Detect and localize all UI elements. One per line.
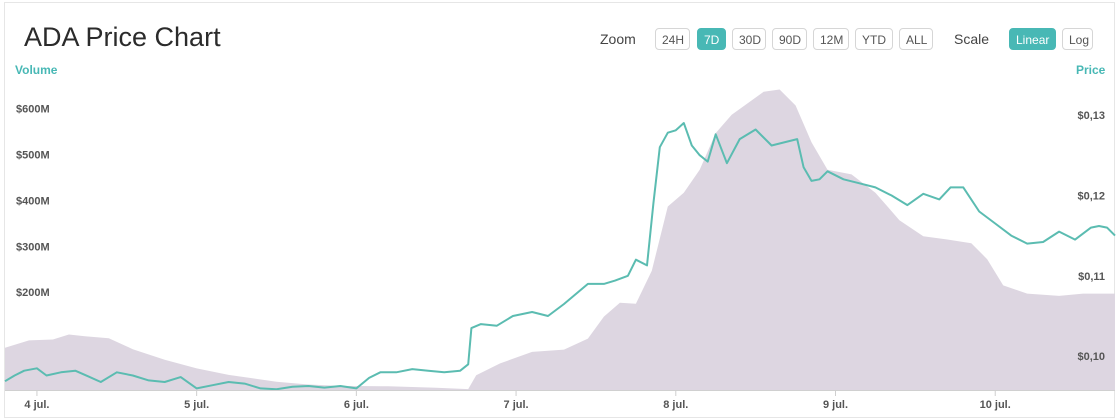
chart-title: ADA Price Chart — [24, 22, 221, 52]
volume-tick-label: $300M — [16, 241, 50, 253]
x-tick-label: 10 jul. — [980, 399, 1011, 411]
zoom-ytd-button[interactable]: YTD — [855, 28, 893, 50]
x-tick-label: 9 jul. — [823, 399, 848, 411]
price-line — [4, 122, 1116, 391]
volume-tick-label: $600M — [16, 104, 50, 116]
x-tick-label: 7 jul. — [504, 399, 529, 411]
volume-area — [5, 89, 1115, 390]
zoom-12m-button[interactable]: 12M — [813, 28, 849, 50]
zoom-7d-button[interactable]: 7D — [697, 28, 726, 50]
volume-tick-label: $200M — [16, 287, 50, 299]
price-axis-title: Price — [1076, 63, 1106, 77]
scale-log-button[interactable]: Log — [1062, 28, 1093, 50]
volume-tick-label: $400M — [16, 195, 50, 207]
axis-ticks: 4 jul. 5 jul. 6 jul. 7 jul. 8 jul. 9 jul. 10 j… — [16, 104, 1105, 411]
zoom-30d-button[interactable]: 30D — [732, 28, 766, 50]
x-tick-label: 5 jul. — [184, 399, 209, 411]
volume-layer — [5, 89, 1115, 390]
price-tick-label: $0,10 — [1077, 351, 1105, 363]
volume-axis-title: Volume — [15, 63, 58, 77]
x-tick-label: 6 jul. — [344, 399, 369, 411]
price-layer — [4, 122, 1116, 391]
price-tick-label: $0,12 — [1077, 190, 1105, 202]
price-tick-label: $0,11 — [1078, 271, 1105, 283]
zoom-90d-button[interactable]: 90D — [772, 28, 807, 50]
zoom-all-button[interactable]: ALL — [899, 28, 933, 50]
scale-linear-button[interactable]: Linear — [1009, 28, 1056, 50]
zoom-label: Zoom — [600, 31, 636, 47]
scale-label: Scale — [954, 31, 990, 47]
volume-tick-label: $500M — [16, 150, 50, 162]
x-tick-label: 8 jul. — [663, 399, 688, 411]
price-tick-label: $0,13 — [1077, 110, 1105, 122]
zoom-24h-button[interactable]: 24H — [655, 28, 690, 50]
x-tick-label: 4 jul. — [24, 399, 49, 411]
